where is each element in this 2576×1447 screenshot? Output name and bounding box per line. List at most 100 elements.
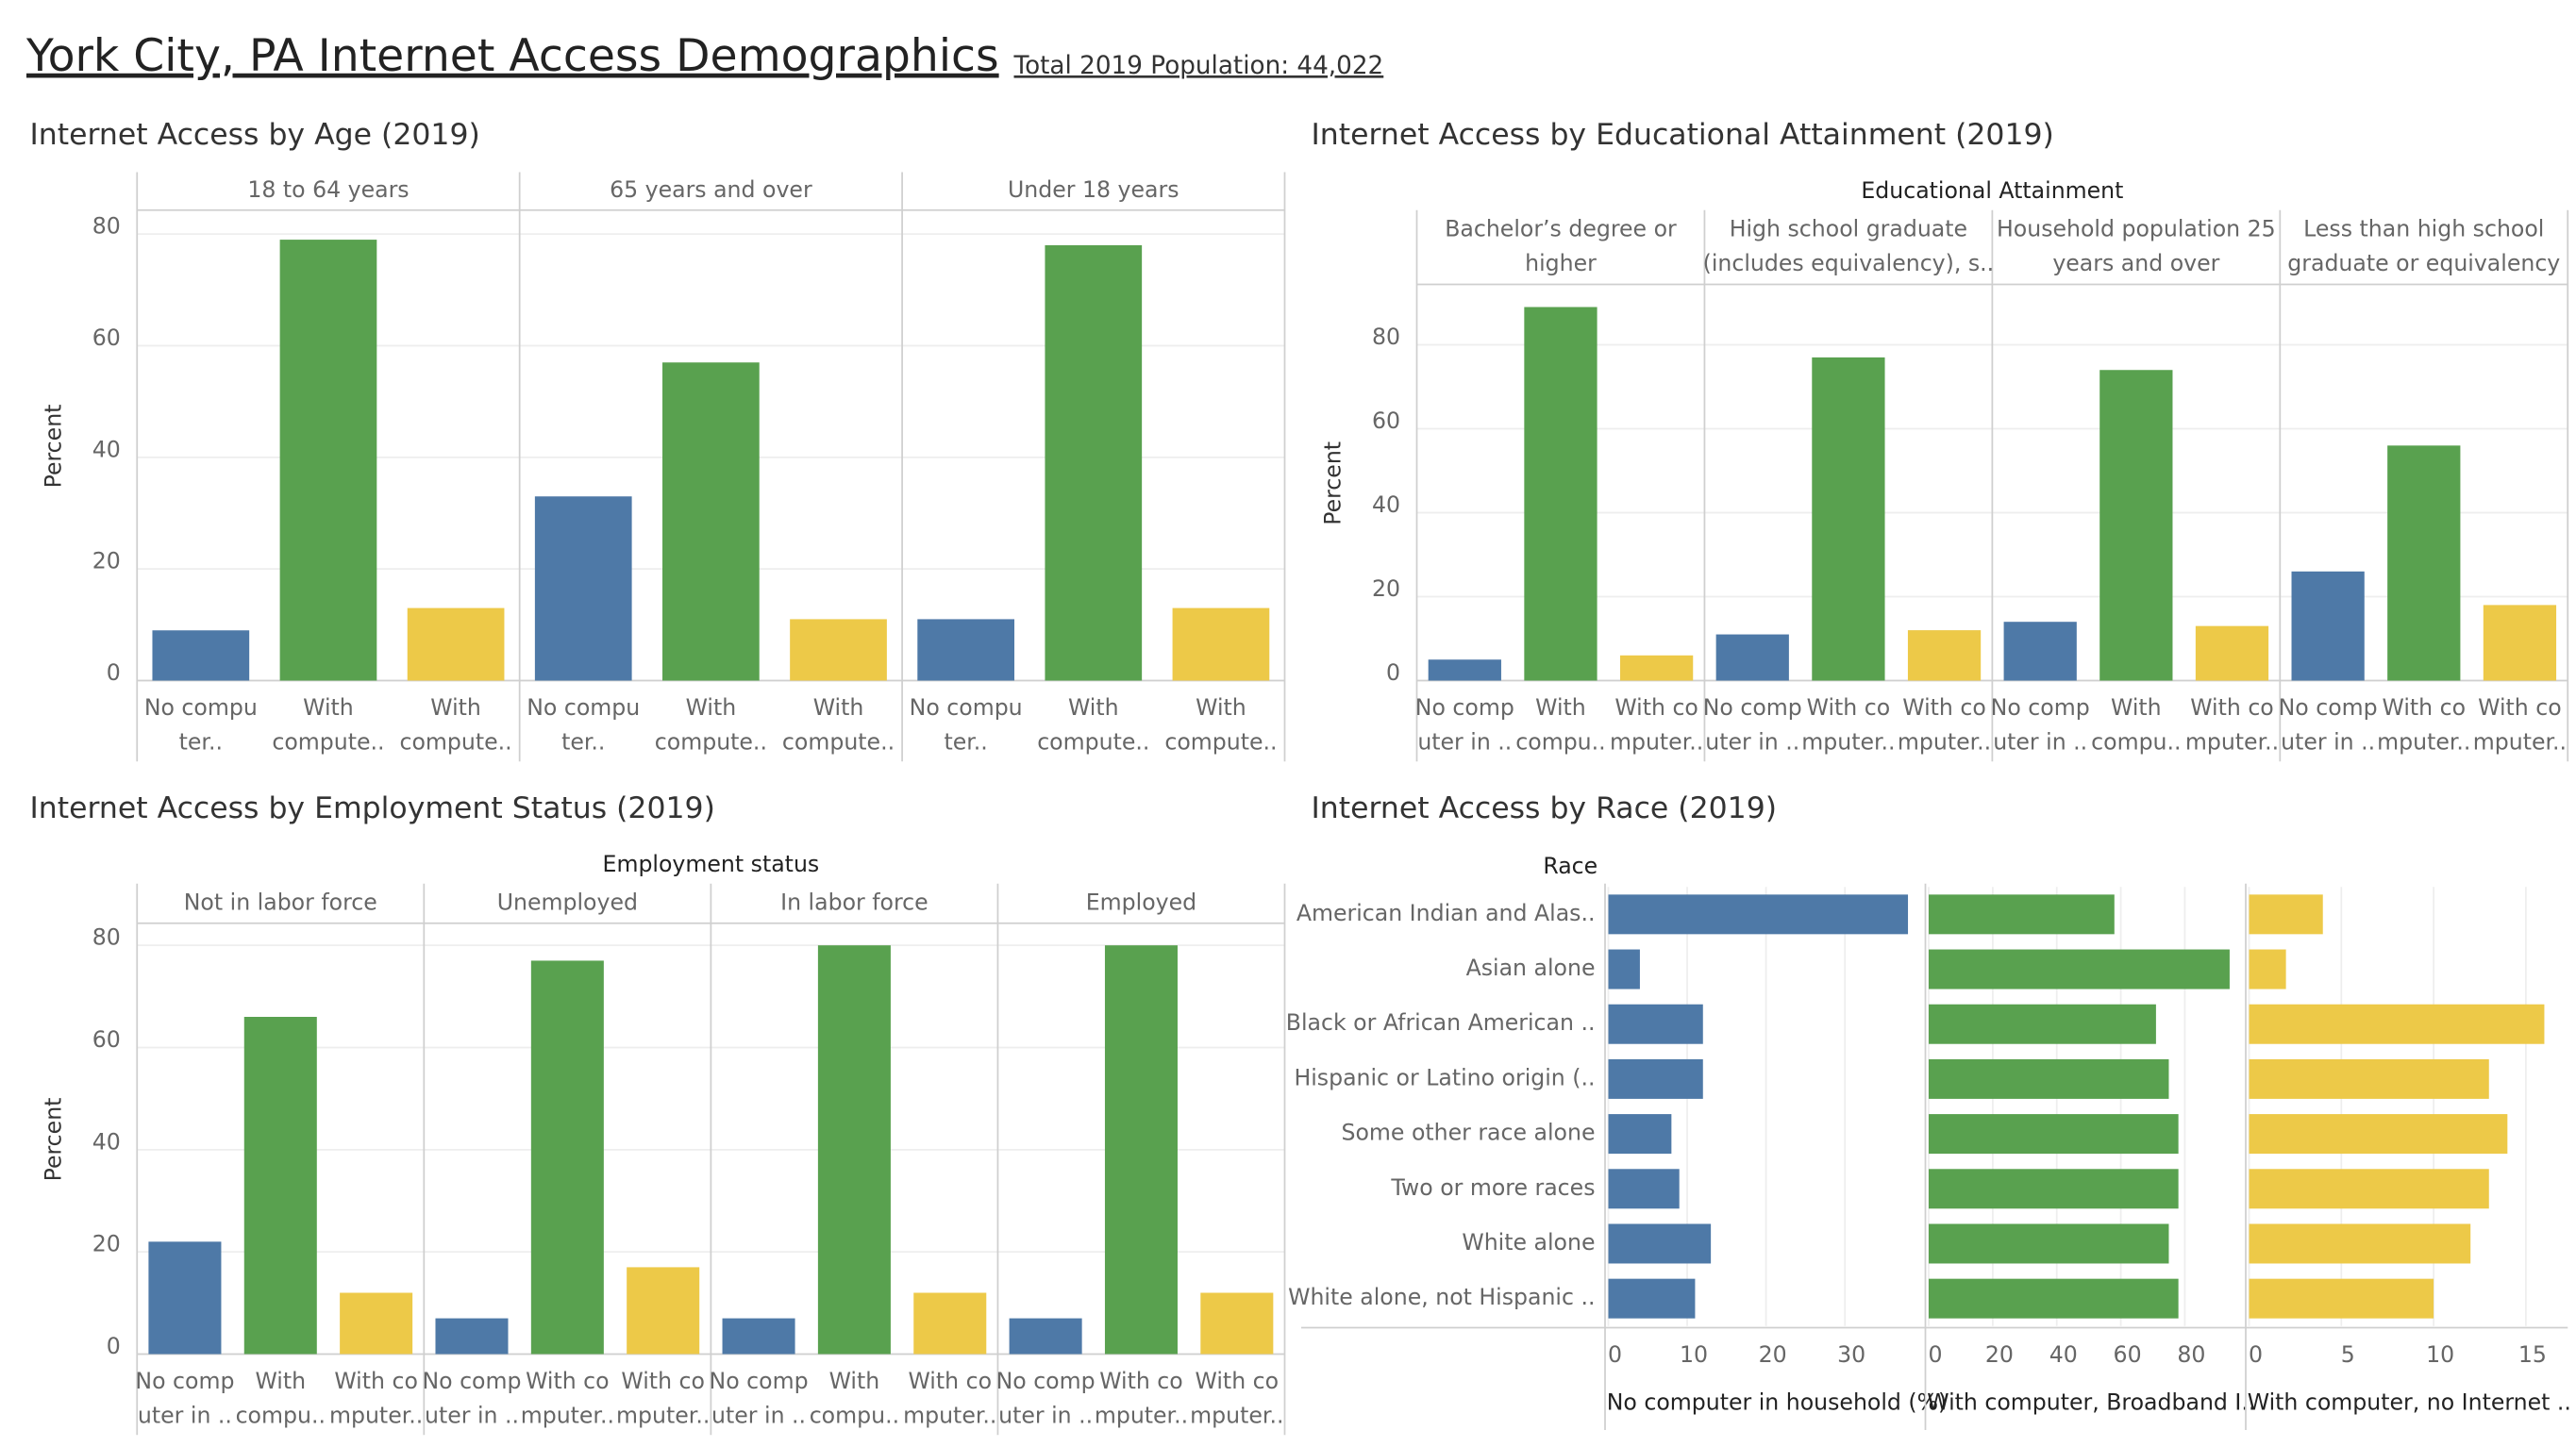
x-tick-label: No compu <box>910 694 1023 721</box>
x-axis-title: With computer, Broadband I.. <box>1927 1389 2255 1416</box>
y-tick-label: 40 <box>92 436 121 462</box>
x-tick-label: compute.. <box>782 729 895 756</box>
x-tick-label: With co <box>2478 694 2562 721</box>
x-tick-label: With co <box>1807 694 1891 721</box>
chart-title: Internet Access by Employment Status (20… <box>30 791 715 825</box>
x-tick-label: With <box>2111 694 2162 721</box>
row-label: White alone <box>1462 1229 1595 1256</box>
bar <box>2249 949 2286 990</box>
x-tick-label: uter in .. <box>138 1403 232 1429</box>
x-tick-label: mputer.. <box>1610 729 1703 756</box>
x-tick-label: mputer.. <box>521 1403 614 1429</box>
x-tick-label: uter in .. <box>425 1403 519 1429</box>
x-tick-label: No comp <box>1703 694 1802 721</box>
x-tick-label: mputer.. <box>329 1403 423 1429</box>
bar <box>152 630 250 681</box>
bar <box>530 960 604 1355</box>
bar <box>2249 1004 2545 1044</box>
x-tick-label: With <box>303 694 354 721</box>
x-tick-label: compu.. <box>810 1403 899 1429</box>
y-tick-label: 0 <box>107 1333 121 1359</box>
bar <box>2291 571 2365 681</box>
bar <box>1929 894 2115 935</box>
y-tick-label: 60 <box>1372 407 1400 434</box>
bar <box>435 1318 509 1355</box>
bar <box>2249 1058 2489 1099</box>
bar <box>722 1318 795 1355</box>
x-tick-label: mputer.. <box>2377 729 2470 756</box>
x-tick-label: With co <box>1614 694 1698 721</box>
x-tick-label: 10 <box>2426 1341 2454 1368</box>
x-tick-label: With <box>686 694 737 721</box>
bar <box>2099 370 2173 681</box>
x-tick-label: ter.. <box>179 729 223 756</box>
facet-header: 65 years and over <box>610 176 812 203</box>
x-tick-label: With <box>813 694 864 721</box>
bar <box>1715 634 1789 681</box>
y-tick-label: 40 <box>92 1128 121 1155</box>
x-tick-label: uter in .. <box>998 1403 1093 1429</box>
facet-header: High school graduate <box>1730 215 1967 241</box>
x-tick-label: No comp <box>1415 694 1514 721</box>
x-tick-label: mputer.. <box>2185 729 2279 756</box>
bar <box>1104 945 1178 1355</box>
x-tick-label: ter.. <box>561 729 605 756</box>
bar <box>1929 1114 2179 1155</box>
x-tick-label: 20 <box>1759 1341 1787 1368</box>
facet-header: Employed <box>1086 889 1196 915</box>
x-tick-label: No compu <box>527 694 640 721</box>
bar <box>243 1017 317 1355</box>
y-tick-label: 80 <box>92 213 121 240</box>
x-tick-label: With co <box>1099 1368 1183 1394</box>
bar <box>790 619 887 681</box>
y-tick-label: 20 <box>1372 575 1400 602</box>
bar <box>913 1292 987 1355</box>
x-tick-label: With co <box>621 1368 705 1394</box>
bar <box>1009 1318 1082 1355</box>
bar <box>1428 659 1501 681</box>
x-tick-label: 5 <box>2341 1341 2355 1368</box>
bar <box>917 619 1015 681</box>
x-tick-label: uter in .. <box>711 1403 806 1429</box>
x-tick-label: compute.. <box>655 729 767 756</box>
population-note: Total 2019 Population: 44,022 <box>1013 52 1384 80</box>
y-axis-label: Percent <box>40 1098 66 1182</box>
bar <box>1619 655 1694 681</box>
facet-header: graduate or equivalency <box>2287 250 2560 276</box>
x-tick-label: With <box>430 694 481 721</box>
x-tick-label: compute.. <box>400 729 512 756</box>
y-axis-label: Percent <box>1320 441 1347 525</box>
bar <box>817 945 891 1355</box>
bar <box>662 362 760 681</box>
bar <box>407 607 505 681</box>
facet-header: (includes equivalency), s.. <box>1703 250 1995 276</box>
x-tick-label: With co <box>1902 694 1986 721</box>
x-tick-label: ter.. <box>944 729 987 756</box>
x-tick-label: compute.. <box>272 729 384 756</box>
bar <box>1907 630 1982 681</box>
x-tick-label: No comp <box>1991 694 2090 721</box>
x-axis-title: With computer, no Internet .. <box>2248 1389 2571 1416</box>
bar <box>2249 894 2323 935</box>
y-tick-label: 20 <box>92 1231 121 1257</box>
bar <box>1045 245 1143 681</box>
bar <box>1608 1278 1696 1319</box>
x-tick-label: No comp <box>422 1368 521 1394</box>
y-tick-label: 80 <box>92 924 121 951</box>
chart-title: Internet Access by Race (2019) <box>1312 791 1778 825</box>
x-tick-label: With <box>829 1368 880 1394</box>
bar <box>1929 1169 2179 1209</box>
x-tick-label: With co <box>526 1368 610 1394</box>
x-tick-label: With co <box>2190 694 2274 721</box>
x-tick-label: With <box>1535 694 1586 721</box>
bar <box>2003 622 2077 681</box>
facet-header: Under 18 years <box>1008 176 1179 203</box>
x-tick-label: With co <box>908 1368 992 1394</box>
x-tick-label: No comp <box>996 1368 1096 1394</box>
bar <box>2483 605 2557 681</box>
y-tick-label: 0 <box>1386 659 1400 686</box>
bar <box>2249 1278 2434 1319</box>
bar <box>1200 1292 1274 1355</box>
y-tick-label: 60 <box>92 1026 121 1053</box>
